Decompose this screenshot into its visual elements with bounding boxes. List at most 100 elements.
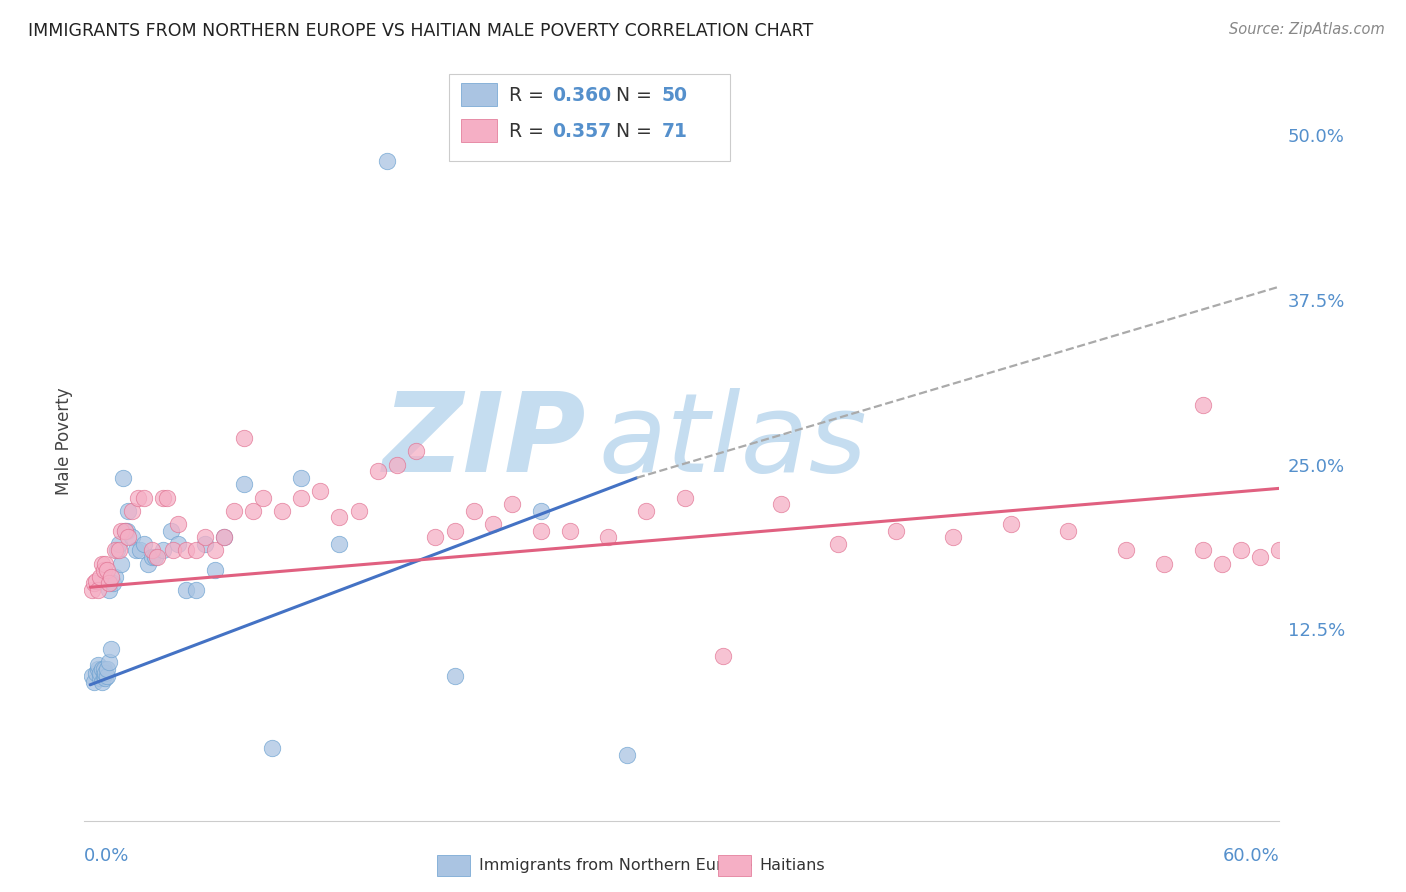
- Point: [290, 471, 312, 485]
- Point: [96, 662, 118, 676]
- Point: [87, 582, 110, 597]
- Point: [132, 491, 155, 505]
- Point: [93, 662, 115, 676]
- Point: [127, 491, 149, 505]
- Point: [96, 563, 118, 577]
- Point: [146, 549, 169, 564]
- Point: [111, 471, 134, 485]
- Point: [87, 658, 110, 673]
- Text: 60.0%: 60.0%: [1223, 847, 1279, 865]
- Text: Haitians: Haitians: [759, 858, 825, 873]
- Point: [1268, 543, 1291, 558]
- Point: [83, 675, 105, 690]
- Point: [96, 668, 118, 682]
- Point: [204, 563, 226, 577]
- Point: [101, 576, 124, 591]
- Point: [105, 543, 128, 558]
- Text: 0.360: 0.360: [551, 86, 610, 104]
- Text: R =: R =: [509, 122, 550, 141]
- Point: [117, 530, 139, 544]
- Point: [94, 557, 117, 571]
- Point: [110, 557, 132, 571]
- Bar: [461, 83, 496, 105]
- Point: [443, 524, 465, 538]
- Point: [222, 504, 245, 518]
- Point: [385, 458, 408, 472]
- Point: [89, 570, 111, 584]
- FancyBboxPatch shape: [449, 74, 730, 161]
- Point: [328, 537, 350, 551]
- Point: [711, 648, 734, 663]
- Bar: [461, 120, 496, 142]
- Bar: [437, 855, 471, 876]
- Text: N =: N =: [616, 86, 658, 104]
- Point: [673, 491, 696, 505]
- Point: [98, 576, 121, 591]
- Point: [184, 582, 207, 597]
- Point: [309, 483, 332, 498]
- Point: [1249, 549, 1271, 564]
- Point: [89, 671, 111, 685]
- Point: [80, 582, 103, 597]
- Point: [141, 549, 163, 564]
- Point: [1230, 543, 1253, 558]
- Point: [1191, 543, 1213, 558]
- Point: [89, 665, 111, 680]
- Point: [377, 154, 399, 169]
- Point: [443, 668, 465, 682]
- Point: [463, 504, 485, 518]
- Point: [616, 747, 638, 762]
- Point: [114, 524, 136, 538]
- Point: [143, 549, 166, 564]
- Point: [84, 574, 107, 588]
- Text: N =: N =: [616, 122, 658, 141]
- Point: [174, 582, 197, 597]
- Point: [104, 570, 127, 584]
- Point: [115, 524, 138, 538]
- Y-axis label: Male Poverty: Male Poverty: [55, 388, 73, 495]
- Point: [827, 537, 849, 551]
- Point: [162, 543, 184, 558]
- Point: [83, 576, 105, 591]
- Point: [636, 504, 658, 518]
- Point: [121, 530, 143, 544]
- Point: [184, 543, 207, 558]
- Point: [769, 497, 792, 511]
- Point: [136, 557, 159, 571]
- Text: Source: ZipAtlas.com: Source: ZipAtlas.com: [1229, 22, 1385, 37]
- Text: Immigrants from Northern Europe: Immigrants from Northern Europe: [479, 858, 752, 873]
- Text: IMMIGRANTS FROM NORTHERN EUROPE VS HAITIAN MALE POVERTY CORRELATION CHART: IMMIGRANTS FROM NORTHERN EUROPE VS HAITI…: [28, 22, 813, 40]
- Bar: [718, 855, 751, 876]
- Text: ZIP: ZIP: [382, 388, 586, 495]
- Point: [90, 662, 112, 676]
- Point: [152, 543, 174, 558]
- Text: 50: 50: [662, 86, 688, 104]
- Text: R =: R =: [509, 86, 550, 104]
- Point: [1306, 668, 1329, 682]
- Text: 0.357: 0.357: [551, 122, 610, 141]
- Point: [558, 524, 581, 538]
- Point: [1115, 543, 1137, 558]
- Point: [108, 537, 131, 551]
- Point: [94, 671, 117, 685]
- Point: [232, 477, 254, 491]
- Point: [290, 491, 312, 505]
- Point: [328, 510, 350, 524]
- Point: [1191, 398, 1213, 412]
- Point: [1153, 557, 1175, 571]
- Point: [1057, 524, 1080, 538]
- Point: [159, 524, 181, 538]
- Point: [104, 543, 127, 558]
- Point: [884, 524, 907, 538]
- Point: [114, 524, 136, 538]
- Point: [93, 563, 115, 577]
- Point: [90, 675, 112, 690]
- Point: [271, 504, 294, 518]
- Point: [129, 543, 152, 558]
- Point: [167, 516, 190, 531]
- Point: [108, 543, 131, 558]
- Point: [530, 524, 553, 538]
- Point: [367, 464, 389, 478]
- Point: [1288, 557, 1310, 571]
- Point: [167, 537, 190, 551]
